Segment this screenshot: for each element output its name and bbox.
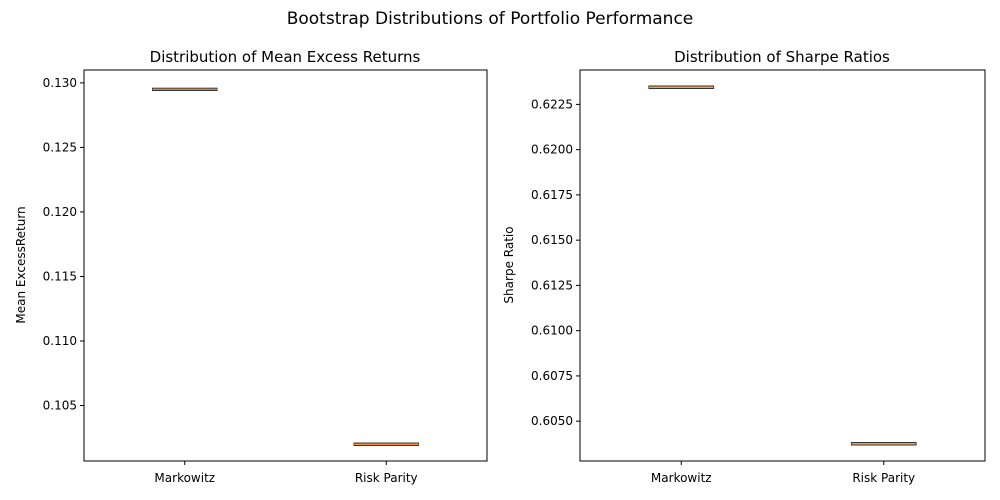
chart-panel-sharpe-ratios: Distribution of Sharpe Ratios Sharpe Rat… [502, 48, 986, 485]
y-tick-label: 0.130 [43, 76, 77, 90]
y-tick-label: 0.6150 [531, 233, 573, 247]
y-tick-label: 0.125 [43, 140, 77, 154]
y-tick-label: 0.115 [43, 269, 77, 283]
chart-title: Distribution of Mean Excess Returns [150, 48, 421, 66]
x-tick-label: Markowitz [154, 471, 215, 485]
x-tick-label: Risk Parity [852, 471, 915, 485]
y-axis-label: Sharpe Ratio [502, 226, 516, 303]
figure-suptitle: Bootstrap Distributions of Portfolio Per… [287, 9, 694, 29]
plot-frame [579, 69, 986, 462]
y-tick-label: 0.6075 [531, 369, 573, 383]
chart-panel-mean-excess-returns: Distribution of Mean Excess Returns Mean… [14, 48, 488, 485]
y-tick-label: 0.120 [43, 205, 77, 219]
y-tick-label: 0.6175 [531, 188, 573, 202]
y-tick-label: 0.105 [43, 399, 77, 413]
y-tick-label: 0.6225 [531, 97, 573, 111]
x-tick-label: Risk Parity [355, 471, 418, 485]
y-tick-label: 0.6050 [531, 414, 573, 428]
y-axis-label: Mean ExcessReturn [14, 206, 28, 323]
plot-frame [83, 69, 488, 462]
y-tick-label: 0.6100 [531, 324, 573, 338]
y-tick-label: 0.6125 [531, 278, 573, 292]
y-tick-label: 0.110 [43, 334, 77, 348]
x-tick-label: Markowitz [651, 471, 712, 485]
chart-title: Distribution of Sharpe Ratios [674, 48, 890, 66]
y-tick-label: 0.6200 [531, 143, 573, 157]
